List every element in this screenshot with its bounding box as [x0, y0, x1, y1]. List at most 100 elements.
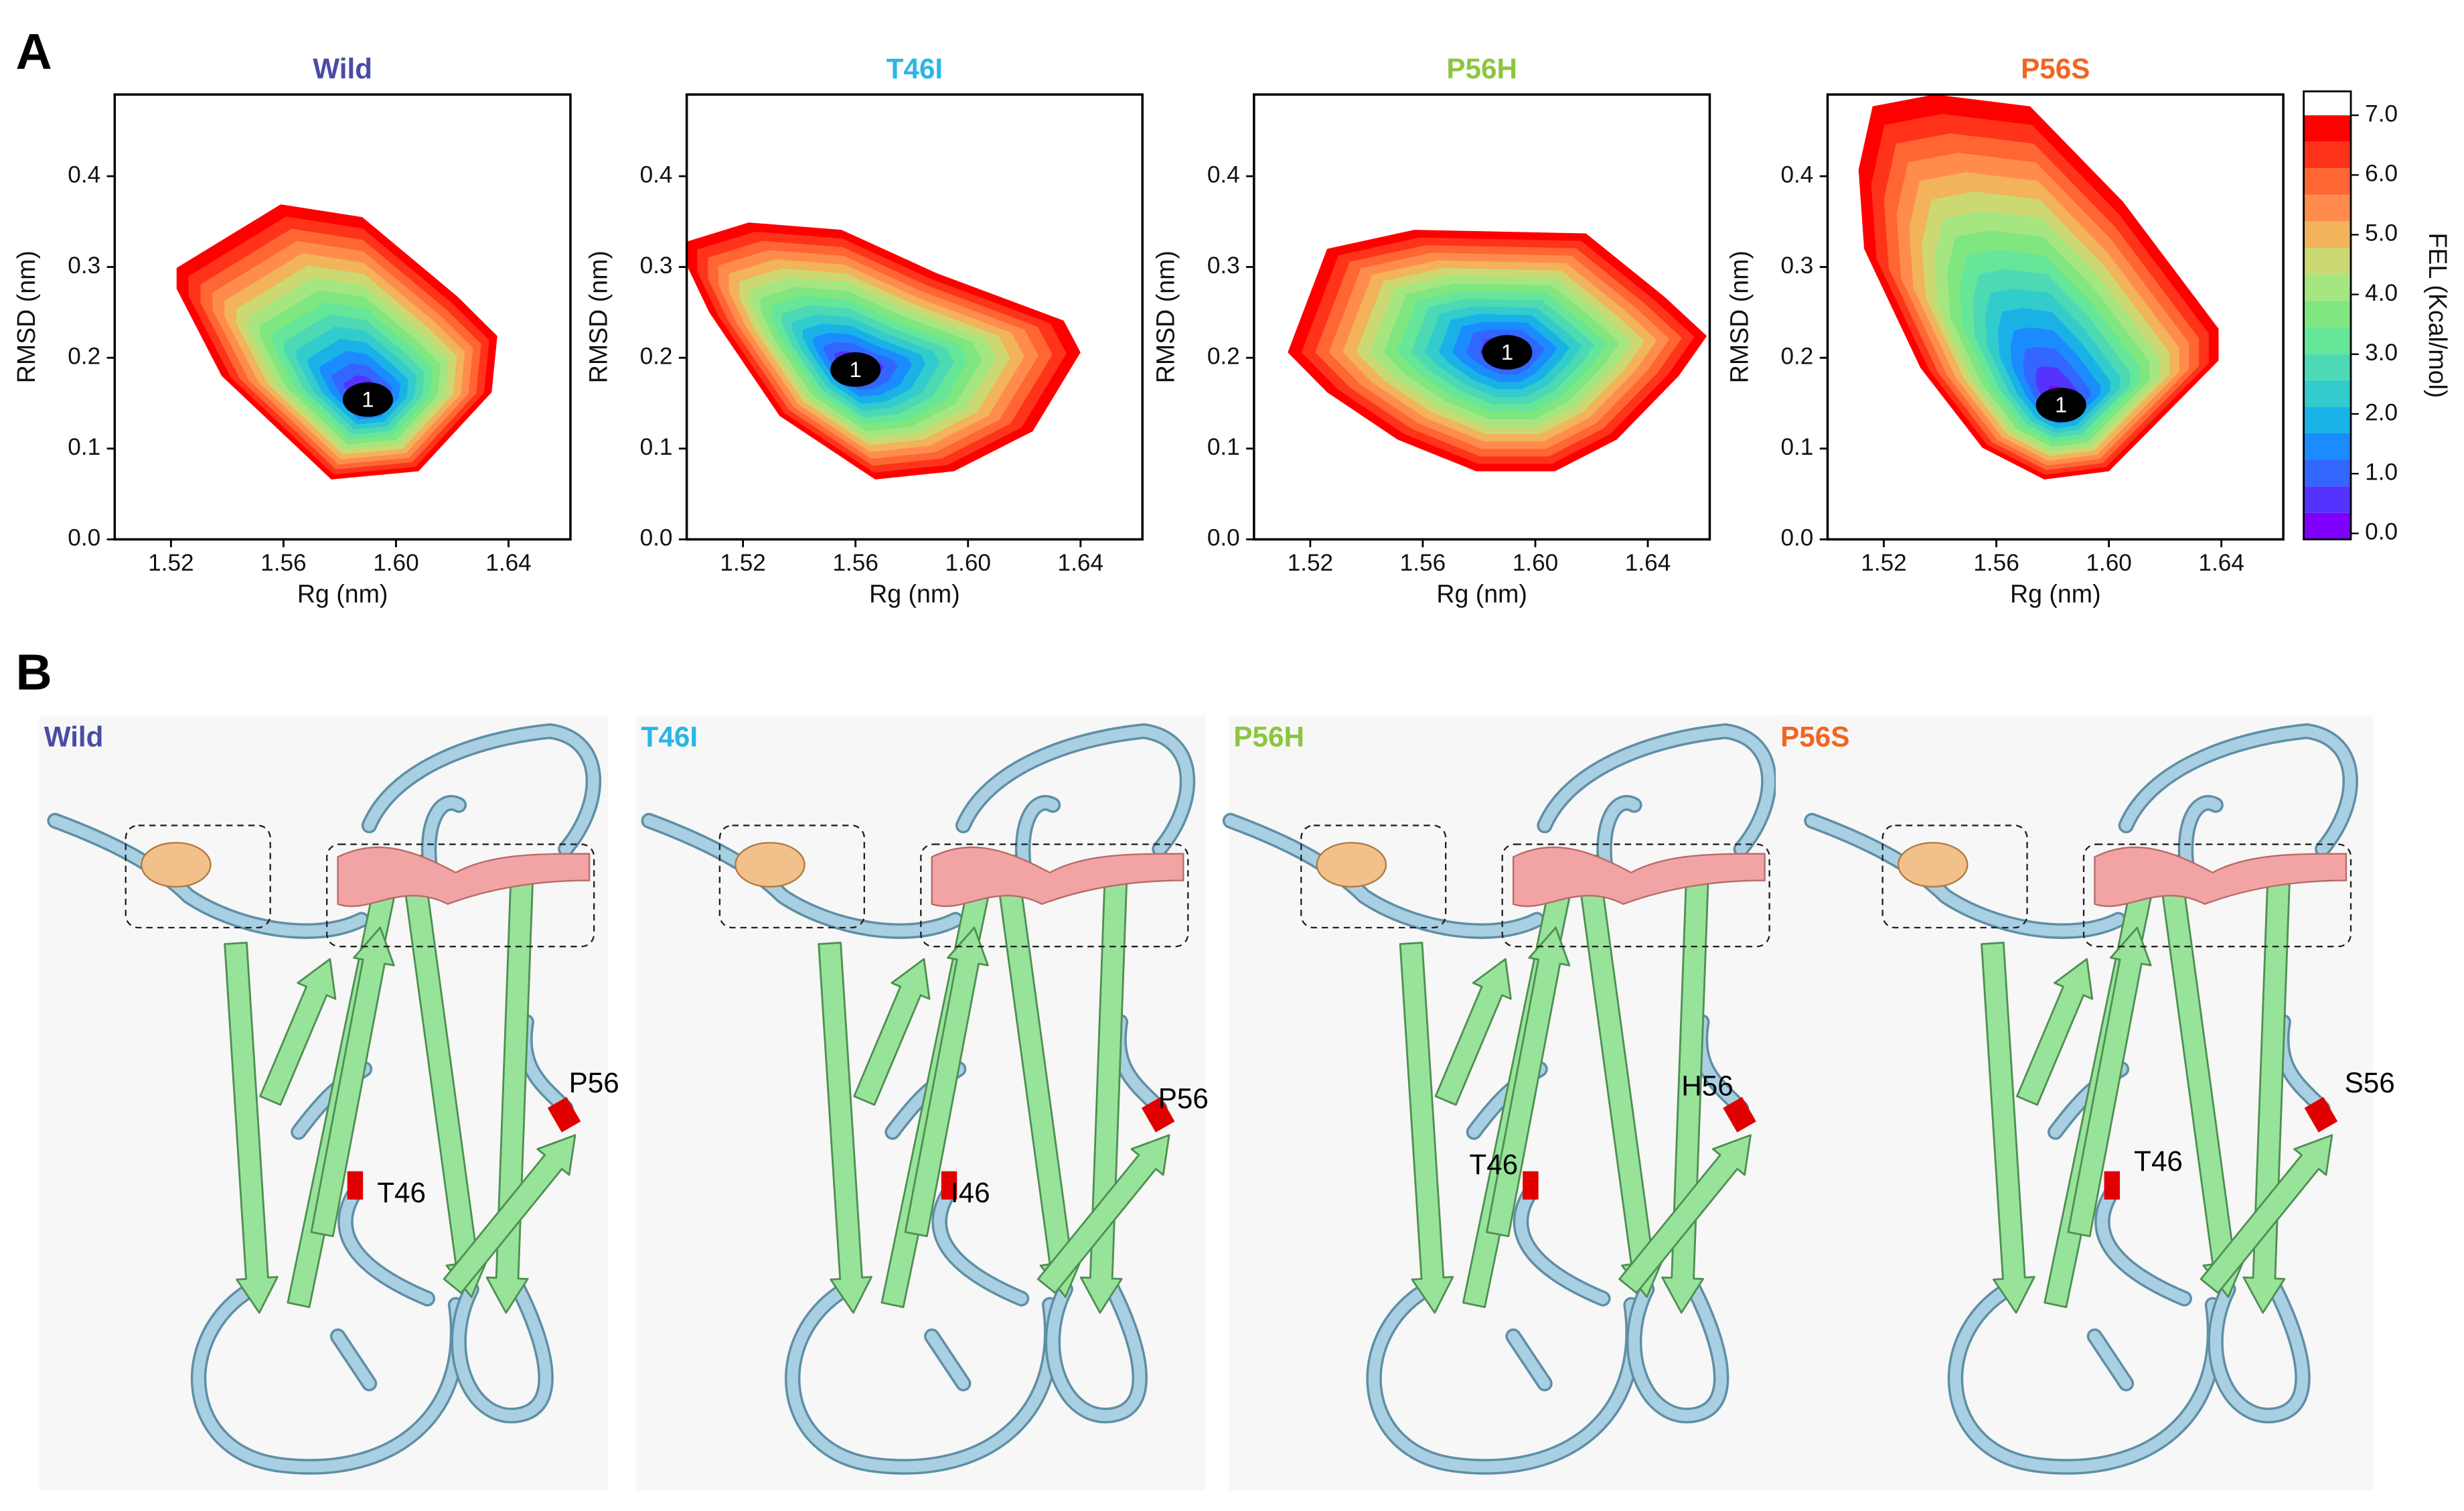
y-tick-label: 0.4 [1780, 161, 1813, 188]
colorbar-tick-label: 3.0 [2365, 340, 2398, 366]
y-axis-label: RMSD (nm) [584, 250, 612, 383]
highlight-box [1881, 824, 2028, 929]
beta-strand [2016, 958, 2094, 1106]
highlight-box [125, 824, 271, 929]
highlight-box [718, 824, 865, 929]
coil [1539, 725, 1775, 855]
minimum-label: 1 [2055, 392, 2067, 417]
colorbar-label: FEL (Kcal/mol) [2424, 232, 2452, 398]
x-tick-label: 1.64 [1625, 550, 1671, 576]
x-tick-label: 1.52 [148, 550, 194, 576]
beta-strand [1486, 926, 1571, 1238]
y-tick-label: 0.0 [640, 525, 673, 551]
beta-strand [994, 854, 1082, 1298]
residue-label: P56 [569, 1067, 619, 1098]
colorbar-tick-label: 5.0 [2365, 220, 2398, 246]
protein-cartoon [1804, 723, 2358, 1475]
coil [643, 815, 961, 937]
color-band [2303, 221, 2352, 248]
colorbar-tick-label: 6.0 [2365, 161, 2398, 187]
chart-title: T46I [887, 53, 943, 84]
protein-cartoon [47, 723, 602, 1475]
y-axis-label: RMSD (nm) [1152, 250, 1180, 383]
y-tick-label: 0.1 [1780, 434, 1813, 460]
beta-strand [853, 958, 931, 1106]
y-tick-label: 0.0 [68, 525, 100, 551]
coil [2089, 1330, 2132, 1389]
coil [926, 1330, 969, 1389]
color-band [2303, 247, 2352, 275]
colorbar-frame [2303, 90, 2352, 541]
y-axis-label: RMSD (nm) [1725, 250, 1753, 383]
chart-title: Wild [313, 53, 372, 84]
highlight-box [2082, 843, 2352, 948]
y-tick-label: 0.3 [1780, 253, 1813, 279]
x-tick-label: 1.60 [2086, 550, 2132, 576]
color-band [2303, 354, 2352, 380]
protein-cartoon [1222, 723, 1777, 1475]
x-tick-label: 1.60 [373, 550, 419, 576]
coil [1507, 1330, 1551, 1389]
color-band [2303, 115, 2352, 142]
helix-310 [1316, 842, 1387, 888]
coil [1628, 1283, 1727, 1421]
beta-strand [1618, 1134, 1752, 1294]
coil [1368, 1283, 1639, 1473]
colorbar-tick-label: 0.0 [2365, 519, 2398, 545]
colorbar-tick-label: 7.0 [2365, 100, 2398, 127]
x-tick-label: 1.56 [1973, 550, 2019, 576]
chart-title: P56S [2021, 53, 2090, 84]
y-tick-label: 0.2 [1780, 343, 1813, 369]
x-tick-label: 1.56 [832, 550, 878, 576]
mutation-site [2304, 1096, 2338, 1133]
residue-label: I46 [951, 1177, 990, 1208]
plot-frame [685, 93, 1144, 541]
helix-310 [141, 842, 212, 888]
chart-title: P56H [1446, 53, 1517, 84]
x-tick-label: 1.52 [720, 550, 766, 576]
beta-strand [1399, 942, 1454, 1314]
helix-310 [735, 842, 805, 888]
y-tick-label: 0.3 [68, 253, 100, 279]
y-tick-label: 0.1 [68, 434, 100, 460]
structure-title: P56H [1233, 721, 1304, 753]
highlight-box [325, 843, 595, 948]
x-axis-label: Rg (nm) [869, 580, 960, 608]
coil [787, 1283, 1057, 1473]
coil [2121, 725, 2356, 855]
beta-strand [1036, 1134, 1170, 1294]
mutation-site [547, 1096, 581, 1133]
y-axis-label: RMSD (nm) [12, 250, 40, 383]
protein-cartoon [641, 723, 1196, 1475]
alpha-helix [2094, 846, 2347, 908]
minimum-label: 1 [850, 357, 862, 382]
residue-label: T46 [1469, 1149, 1518, 1180]
y-tick-label: 0.3 [1207, 253, 1240, 279]
y-tick-label: 0.1 [640, 434, 673, 460]
beta-strand [259, 958, 337, 1106]
plot-frame [113, 93, 572, 541]
y-tick-label: 0.3 [640, 253, 673, 279]
color-band [2303, 380, 2352, 407]
color-band [2303, 194, 2352, 222]
x-tick-label: 1.64 [1058, 550, 1104, 576]
structure-title: T46I [641, 721, 698, 753]
x-tick-label: 1.64 [2198, 550, 2244, 576]
minimum-label: 1 [362, 387, 374, 412]
x-axis-label: Rg (nm) [2010, 580, 2101, 608]
residue-label: H56 [1681, 1070, 1733, 1102]
coil [1806, 815, 2124, 937]
beta-strand [904, 926, 989, 1238]
panel-letter: B [15, 644, 52, 700]
colorbar-tick-label: 4.0 [2365, 280, 2398, 306]
x-tick-label: 1.60 [1513, 550, 1559, 576]
panel-letter: A [15, 23, 52, 79]
color-band [2303, 168, 2352, 195]
x-tick-label: 1.56 [260, 550, 306, 576]
plot-frame [1253, 93, 1711, 541]
x-tick-label: 1.60 [945, 550, 991, 576]
color-band [2303, 274, 2352, 301]
colorbar-tick-label: 1.0 [2365, 459, 2398, 485]
